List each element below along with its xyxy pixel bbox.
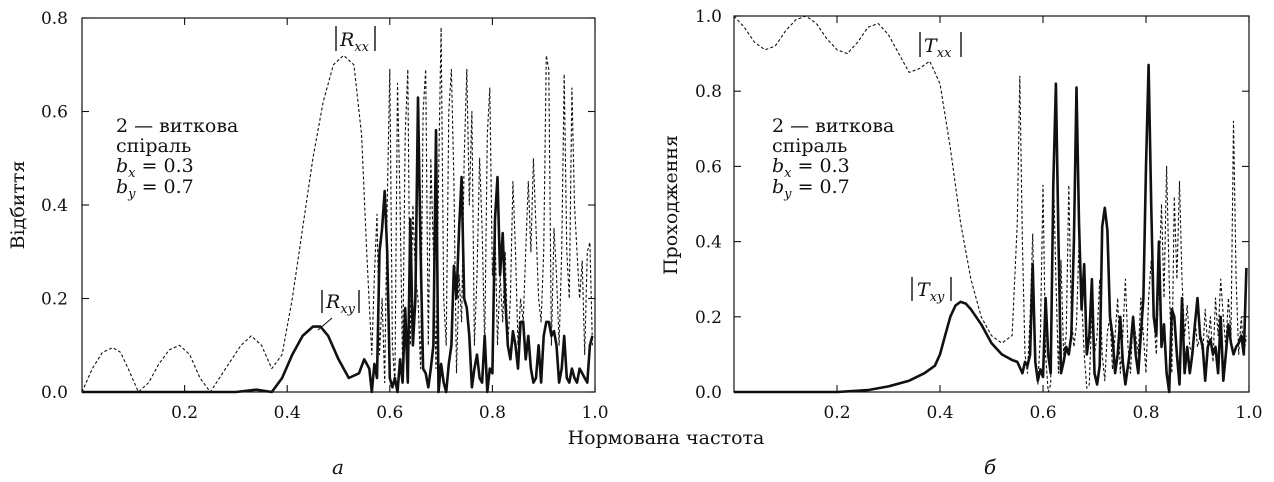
- panel-b-y-tick-label: 0.2: [695, 308, 722, 328]
- panel-b-x-tick-label: 0.6: [1029, 403, 1056, 423]
- panel-b-label-txx-subscript: xx: [937, 46, 952, 61]
- panel-b-series-txx-line: [733, 15, 1247, 393]
- panel-a-x-tick-label: 0.6: [376, 403, 403, 423]
- panel-b-x-tick-label: 1.0: [1235, 403, 1262, 423]
- panel-a-y-tick-label: 0.8: [41, 9, 68, 29]
- panel-a-param-bx-symbol: b: [116, 155, 128, 177]
- panel-a-caption-letter: а: [332, 455, 344, 479]
- panel-b-legend-line-2: спіраль: [772, 135, 847, 157]
- panel-a-reflection-chart: 0.00.20.40.60.80.2 0.4 0.6 0.8 1.0 Відбиття …: [7, 9, 609, 479]
- panel-a-label-rxy-symbol: R: [325, 291, 340, 313]
- panel-a-y-tick-label: 0.2: [41, 290, 68, 310]
- panel-b-param-by-subscript: y: [783, 187, 792, 202]
- panel-b-legend-block: 2 — виткова спіраль bx = 0.3 by = 0.7: [772, 115, 894, 202]
- panel-a-series-rxx-line: [81, 26, 593, 393]
- panel-b-param-bx-symbol: b: [772, 155, 784, 177]
- panel-a-series-group: [81, 26, 594, 394]
- panel-a-param-by-symbol: b: [116, 176, 128, 198]
- panel-a-x-tick-label: 0.4: [274, 403, 301, 423]
- panel-a-param-bx: bx = 0.3: [116, 155, 194, 181]
- panel-a-param-by: by = 0.7: [116, 176, 194, 202]
- panel-a-label-rxx-symbol: R: [339, 29, 354, 51]
- panel-b-param-by-value: = 0.7: [792, 176, 850, 198]
- panel-a-param-by-value: = 0.7: [136, 176, 194, 198]
- panel-a-y-tick-label: 0.6: [41, 103, 68, 123]
- panel-a-param-bx-subscript: x: [128, 166, 136, 181]
- panel-b-label-txy-text: Txy: [917, 279, 945, 305]
- panel-a-legend-block: 2 — виткова спіраль bx = 0.3 by = 0.7: [116, 115, 238, 202]
- panel-b-transmission-chart: 0.0 0.2 0.4 0.6 0.8 1.0 0.2 0.4 0.6 0.8 1.0 Проход…: [660, 7, 1263, 479]
- panel-a-x-tick-label: 0.2: [171, 403, 198, 423]
- panel-b-y-axis-label: Проходження: [660, 135, 682, 275]
- panel-b-y-tick-label: 0.0: [695, 383, 722, 403]
- panel-b-label-txx-text: Txx: [924, 35, 952, 61]
- panel-a-y-tick-label: 0.0: [41, 383, 68, 403]
- panel-a-label-rxy-subscript: xy: [340, 302, 355, 317]
- panel-a-legend-line-2: спіраль: [116, 135, 191, 157]
- panel-a-label-rxx: Rxx: [335, 26, 376, 55]
- panel-a-y-tick-label: 0.4: [41, 196, 68, 216]
- panel-a-label-rxy-leader: [317, 317, 333, 331]
- panel-a-ticks: 0.0 0.2 0.4 0.6 0.8 0.2 0.4 0.6 0.8 1.0: [41, 9, 609, 423]
- panel-b-y-tick-label: 0.8: [695, 82, 722, 102]
- panel-b-x-tick-label: 0.4: [926, 403, 953, 423]
- panel-b-param-by-symbol: b: [772, 176, 784, 198]
- panel-a-legend-line-1: 2 — виткова: [116, 115, 238, 137]
- panel-a-label-rxx-text: Rxx: [339, 29, 370, 55]
- panel-a-param-by-subscript: y: [127, 187, 136, 202]
- panel-a-label-rxy-text: Rxy: [325, 291, 356, 317]
- panel-b-label-txy-symbol: T: [917, 279, 931, 301]
- panel-b-label-txy: Txy: [911, 277, 952, 305]
- panel-b-label-txx-symbol: T: [924, 35, 938, 57]
- panel-b-ticks: 0.0 0.2 0.4 0.6 0.8 1.0 0.2 0.4 0.6 0.8 1.0: [695, 7, 1263, 423]
- panel-a-series-rxy-line: [82, 96, 594, 394]
- panel-b-label-txy-subscript: xy: [930, 290, 945, 305]
- panel-b-legend-line-1: 2 — виткова: [772, 115, 894, 137]
- panel-b-y-tick-label: 1.0: [695, 7, 722, 27]
- panel-a-y-axis-label: Відбиття: [7, 161, 29, 250]
- panel-a-param-bx-value: = 0.3: [136, 155, 194, 177]
- panel-a-x-tick-label: 1.0: [581, 403, 608, 423]
- panel-b-caption-letter: б: [984, 455, 997, 479]
- panel-b-x-tick-label: 0.2: [823, 403, 850, 423]
- panel-a-label-rxy: Rxy: [317, 290, 360, 331]
- panel-b-plot-frame: [733, 15, 1250, 393]
- panel-b-y-tick-label: 0.6: [695, 157, 722, 177]
- panel-b-param-by: by = 0.7: [772, 176, 850, 202]
- shared-x-axis-label: Нормована частота: [568, 427, 765, 449]
- panel-b-x-tick-label: 0.8: [1132, 403, 1159, 423]
- panel-b-series-txy-line: [734, 63, 1248, 394]
- panel-a-x-tick-label: 0.8: [479, 403, 506, 423]
- panel-a-label-rxx-subscript: xx: [354, 40, 369, 55]
- panel-b-series-group: [733, 15, 1248, 394]
- panel-b-param-bx-subscript: x: [784, 166, 792, 181]
- panel-b-param-bx-value: = 0.3: [792, 155, 850, 177]
- panel-b-label-txx: Txx: [919, 32, 962, 61]
- panel-b-y-tick-label: 0.4: [695, 233, 722, 253]
- panel-b-param-bx: bx = 0.3: [772, 155, 850, 181]
